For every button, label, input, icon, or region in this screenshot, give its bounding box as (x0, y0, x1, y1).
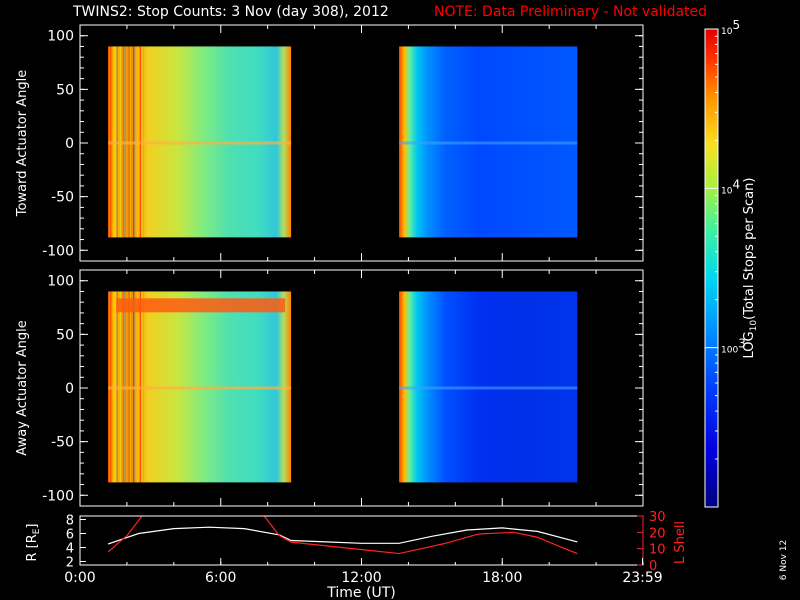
figure-title: TWINS2: Stop Counts: 3 Nov (day 308), 20… (73, 4, 389, 20)
cb-label-sub: 10 (749, 320, 759, 332)
cb-label-part: LOG (742, 331, 757, 358)
y-tick-label: 100 (47, 29, 74, 45)
tick-exp: 4 (732, 177, 740, 191)
zero-angle-band (108, 141, 292, 145)
y-right-tick-label: 20 (649, 526, 666, 541)
preliminary-note: NOTE: Data Preliminary - Not validated (434, 4, 708, 20)
line-panel-frame (79, 515, 644, 566)
r-series-line (107, 526, 578, 545)
y-tick-label: 6 (66, 528, 74, 543)
lshell-series-line (107, 516, 578, 555)
y-axis-label: Toward Actuator Angle (15, 70, 30, 217)
y-right-axis-label: L Shell (673, 521, 688, 564)
zero-angle-band (399, 141, 578, 145)
tick-exp: 5 (732, 18, 740, 32)
y-axis-label: Away Actuator Angle (15, 320, 30, 455)
y-label-end: ] (25, 523, 40, 528)
x-tick-label: 23:59 (622, 570, 662, 586)
x-tick-label: 12:00 (341, 570, 381, 586)
y-right-tick-label: 10 (649, 543, 666, 558)
y-tick-label: 0 (65, 381, 74, 397)
zero-angle-band (108, 386, 292, 390)
heatmap-panel-away: 100 50 0 -50 -100 Away Actuator Angle (15, 269, 644, 507)
y-label-sub: E (32, 528, 42, 534)
colorbar-label: LOG10(Total Stops per Scan) (742, 178, 759, 359)
tick-exp: 3 (738, 337, 746, 351)
y-tick-label: -100 (42, 488, 74, 504)
y-tick-label: 100 (47, 274, 74, 290)
colorbar-gradient (704, 28, 719, 508)
y-tick-label: 50 (56, 82, 74, 98)
tick-base: 100 (721, 346, 738, 356)
y-tick-label: -100 (42, 243, 74, 259)
x-tick-label: 6:00 (205, 570, 236, 586)
heatmap-panel-toward: 100 50 0 -50 -100 Toward Actuator Angle (15, 24, 644, 262)
colorbar-tick-label: 1003 (721, 337, 746, 356)
y-tick-label: -50 (51, 190, 74, 206)
cb-label-end: (Total Stops per Scan) (742, 178, 757, 320)
y-tick-label: 8 (66, 514, 74, 529)
y-right-tick-label: 30 (649, 510, 666, 525)
y-tick-label: -50 (51, 435, 74, 451)
x-axis-label: Time (UT) (326, 585, 395, 600)
y-tick-label: 2 (66, 556, 74, 571)
y-right-tick-label: 0 (649, 559, 657, 574)
tick-base: 10 (721, 27, 733, 37)
high-angle-band (116, 298, 286, 313)
y-axis-label: R [RE] (25, 523, 42, 561)
y-tick-label: 4 (66, 542, 74, 557)
x-tick-label: 18:00 (482, 570, 522, 586)
colorbar-tick-label: 104 (721, 177, 740, 196)
x-tick-label: 0:00 (64, 570, 95, 586)
y-tick-label: 50 (56, 327, 74, 343)
side-date-stamp: 6 Nov 12 (779, 540, 789, 580)
y-label-part: R [R (25, 534, 40, 561)
zero-angle-band (399, 386, 578, 390)
y-tick-label: 0 (65, 136, 74, 152)
colorbar-tick-label: 105 (721, 18, 740, 37)
tick-base: 10 (721, 186, 733, 196)
